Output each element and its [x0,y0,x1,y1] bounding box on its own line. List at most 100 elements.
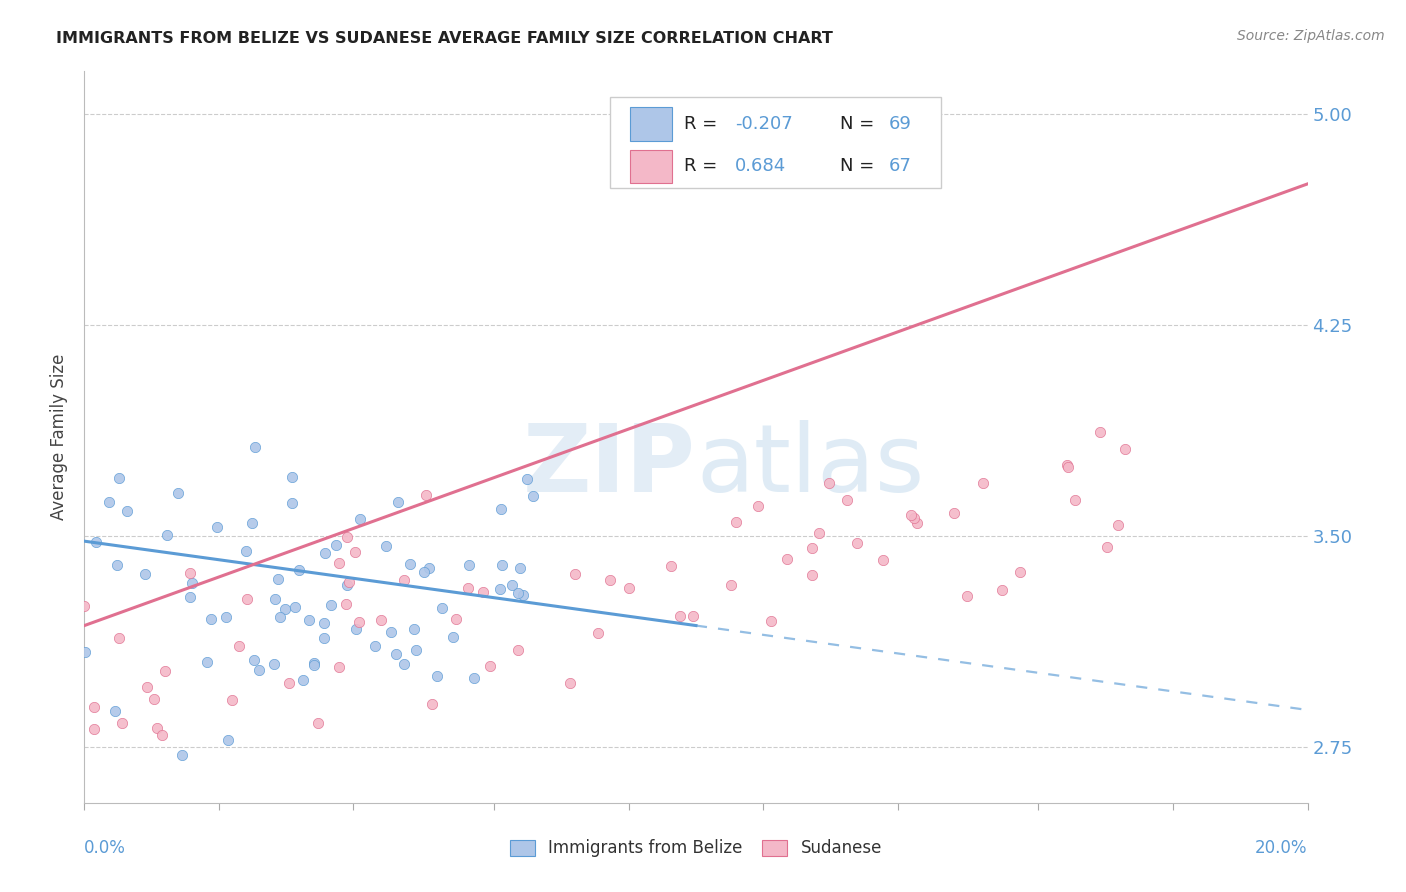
Point [344,623,367,637]
Point [392,657,415,671]
Point [725,515,748,529]
Point [73,599,96,614]
Point [314,631,336,645]
Point [682,608,704,623]
Point [387,495,409,509]
Point [335,597,357,611]
Point [659,558,682,573]
Point [1095,540,1118,554]
Point [903,511,925,525]
Point [747,499,769,513]
Point [274,602,297,616]
Point [385,648,408,662]
Point [197,655,219,669]
Point [336,530,359,544]
Point [491,558,513,572]
Point [418,561,440,575]
Point [776,552,799,566]
Point [1008,565,1031,579]
Text: 0.684: 0.684 [735,157,786,175]
Point [619,581,641,595]
Point [1107,518,1129,533]
Point [489,582,512,596]
FancyBboxPatch shape [610,97,941,188]
Point [801,541,824,555]
Text: 69: 69 [889,115,912,133]
Point [267,572,290,586]
Point [446,612,468,626]
Point [457,558,479,572]
Point [512,588,534,602]
Point [146,721,169,735]
Text: R =: R = [683,157,723,175]
Point [344,545,367,559]
Point [217,733,239,747]
Point [155,665,177,679]
Text: IMMIGRANTS FROM BELIZE VS SUDANESE AVERAGE FAMILY SIZE CORRELATION CHART: IMMIGRANTS FROM BELIZE VS SUDANESE AVERA… [56,31,834,46]
Point [235,544,257,558]
Point [415,488,437,502]
Point [111,716,134,731]
Text: 20.0%: 20.0% [1256,839,1308,857]
Point [846,536,869,550]
Point [817,476,839,491]
Point [955,589,977,603]
Point [97,494,120,508]
Point [364,640,387,654]
Text: N =: N = [841,115,880,133]
Point [990,582,1012,597]
Point [292,673,315,687]
Point [243,652,266,666]
Point [463,671,485,685]
Point [221,693,243,707]
Legend: Immigrants from Belize, Sudanese: Immigrants from Belize, Sudanese [503,832,889,864]
Point [1056,459,1078,474]
Point [479,659,502,673]
Point [720,577,742,591]
Point [143,691,166,706]
Text: Source: ZipAtlas.com: Source: ZipAtlas.com [1237,29,1385,43]
Point [872,552,894,566]
Point [73,645,96,659]
Point [302,657,325,671]
Point [328,556,350,570]
Point [943,506,966,520]
Y-axis label: Average Family Size: Average Family Size [51,354,69,520]
Point [263,657,285,672]
Point [302,658,325,673]
Point [314,546,336,560]
Point [288,563,311,577]
Point [215,610,238,624]
Point [405,643,427,657]
Point [107,631,129,645]
Point [269,610,291,624]
Point [156,528,179,542]
Point [179,590,201,604]
Point [598,573,620,587]
Point [835,493,858,508]
Point [380,625,402,640]
Point [349,512,371,526]
Point [1064,492,1087,507]
Point [263,592,285,607]
Point [107,558,129,573]
Point [236,591,259,606]
Point [167,486,190,500]
Point [398,557,420,571]
FancyBboxPatch shape [630,107,672,141]
Point [247,663,270,677]
Point [430,600,453,615]
Point [337,575,360,590]
Point [558,676,581,690]
Point [759,614,782,628]
Point [84,535,107,549]
Point [321,598,343,612]
Text: ZIP: ZIP [523,420,696,512]
Point [420,697,443,711]
Point [83,722,105,736]
Point [104,704,127,718]
Point [426,669,449,683]
Point [328,660,350,674]
Point [807,526,830,541]
Point [392,573,415,587]
